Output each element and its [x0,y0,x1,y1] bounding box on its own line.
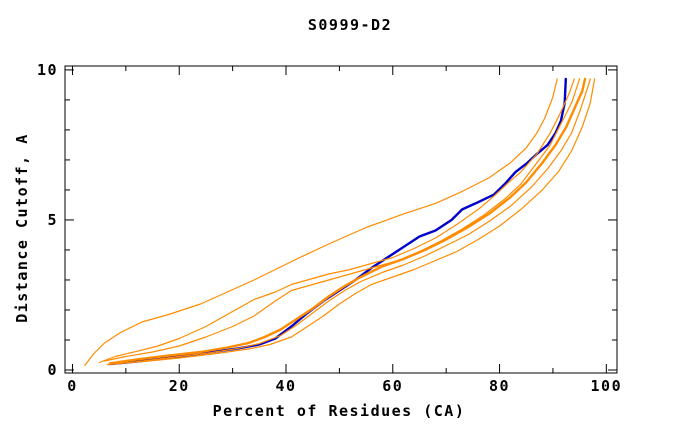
model-orange-5 [114,78,591,365]
model-curves [84,77,596,367]
plot-frame [64,65,618,374]
x-tick-label: 100 [591,377,623,395]
model-orange-2 [98,78,575,364]
chart-title: S0999-D2 [308,16,392,34]
axis-ticks [65,66,617,373]
x-tick-label: 0 [67,377,78,395]
model-orange-outlier [84,78,558,367]
x-tick-label: 60 [382,377,403,395]
x-tick-label: 40 [275,377,296,395]
y-tick-label: 5 [47,211,58,229]
model-orange-4-thick [108,77,587,365]
model-orange-6 [106,78,596,366]
y-axis-label: Distance Cutoff, A [13,133,31,323]
model-highlighted-blue [108,77,567,366]
x-axis-label: Percent of Residues (CA) [213,402,466,420]
y-axis-tick-labels: 0 5 10 [37,61,58,379]
y-tick-label: 0 [47,361,58,379]
x-tick-label: 20 [169,377,190,395]
x-tick-label: 80 [489,377,510,395]
y-tick-label: 10 [37,61,58,79]
model-orange-3 [103,78,581,362]
x-axis-tick-labels: 0 20 40 60 80 100 [67,377,623,395]
